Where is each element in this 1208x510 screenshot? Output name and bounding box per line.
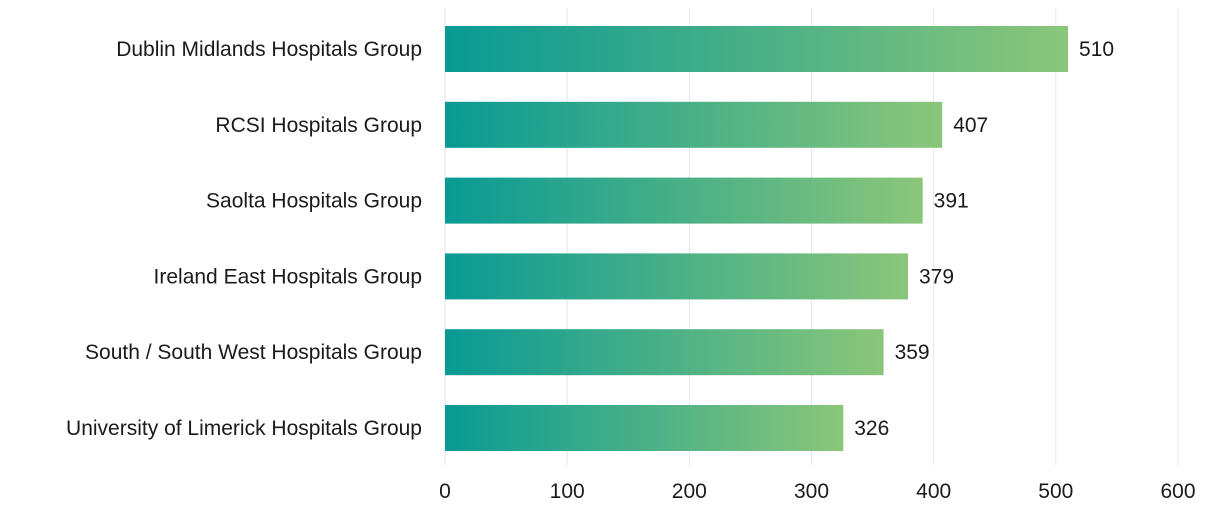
- category-label: Saolta Hospitals Group: [206, 190, 422, 213]
- bar: [445, 405, 844, 451]
- category-label: Ireland East Hospitals Group: [154, 265, 422, 288]
- category-label: RCSI Hospitals Group: [215, 114, 422, 137]
- x-tick-label: 100: [550, 480, 585, 503]
- value-labels: 510 407 391 379 359 326: [854, 38, 1114, 440]
- x-axis-tick-labels: 0 100 200 300 400 500 600: [439, 480, 1195, 503]
- x-tick-label: 400: [916, 480, 951, 503]
- bar: [445, 26, 1069, 72]
- data-label: 326: [854, 417, 889, 440]
- bar: [445, 177, 923, 224]
- x-tick-label: 500: [1038, 480, 1073, 503]
- data-label: 379: [919, 265, 954, 288]
- bar: [445, 101, 943, 148]
- category-label: Dublin Midlands Hospitals Group: [116, 38, 422, 61]
- data-label: 359: [895, 341, 930, 364]
- x-tick-label: 600: [1160, 480, 1195, 503]
- data-label: 391: [934, 190, 969, 213]
- bar: [445, 329, 884, 376]
- bars: [445, 26, 1069, 451]
- x-tick-label: 200: [672, 480, 707, 503]
- category-label: University of Limerick Hospitals Group: [66, 417, 422, 440]
- bar: [445, 253, 909, 300]
- x-tick-label: 0: [439, 480, 451, 503]
- data-label: 510: [1079, 38, 1114, 61]
- data-label: 407: [953, 114, 988, 137]
- category-labels: Dublin Midlands Hospitals Group RCSI Hosp…: [66, 38, 422, 440]
- category-label: South / South West Hospitals Group: [85, 341, 422, 364]
- gridlines: [444, 8, 1179, 465]
- x-tick-label: 300: [794, 480, 829, 503]
